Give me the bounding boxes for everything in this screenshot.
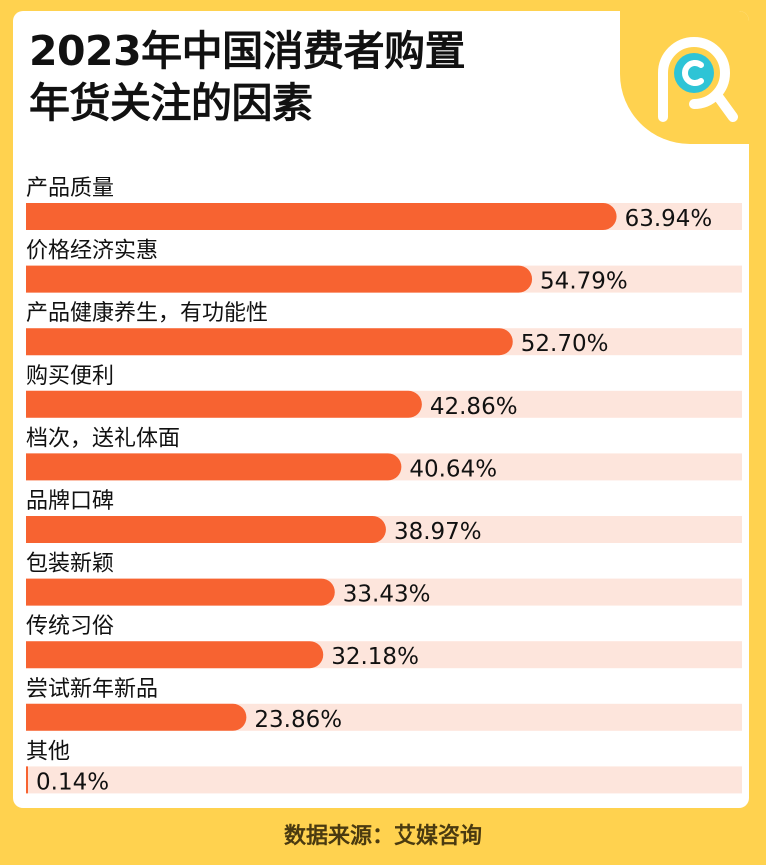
- category-label: 档次，送礼体面: [26, 426, 180, 451]
- title-line-1: 2023年中国消费者购置: [29, 27, 466, 75]
- category-label: 产品质量: [26, 176, 114, 201]
- bar: [26, 578, 335, 606]
- value-label: 32.18%: [331, 644, 419, 670]
- bar-row: 尝试新年新品 23.86%: [26, 677, 742, 733]
- bar-track: [26, 766, 742, 794]
- bar-row: 购买便利 42.86%: [26, 364, 742, 420]
- value-label: 33.43%: [343, 582, 431, 608]
- bar: [26, 641, 324, 669]
- value-label: 40.64%: [409, 456, 497, 482]
- brand-logo-icon: [658, 37, 738, 122]
- value-label: 52.70%: [521, 331, 609, 357]
- bar: [26, 453, 402, 481]
- bar-row: 产品质量 63.94%: [26, 176, 742, 232]
- value-label: 63.94%: [625, 206, 713, 232]
- value-label: 0.14%: [36, 769, 109, 795]
- bar: [26, 516, 386, 543]
- category-label: 尝试新年新品: [26, 677, 158, 702]
- value-label: 38.97%: [394, 519, 482, 545]
- category-label: 价格经济实惠: [26, 239, 158, 264]
- bar: [26, 265, 533, 293]
- bar-row: 品牌口碑 38.97%: [26, 489, 742, 545]
- bar-row: 包装新颖 33.43%: [26, 552, 742, 608]
- bar: [26, 390, 422, 418]
- value-label: 23.86%: [254, 707, 342, 733]
- category-label: 包装新颖: [26, 552, 114, 577]
- category-label: 产品健康养生，有功能性: [26, 301, 268, 326]
- bar-row: 产品健康养生，有功能性 52.70%: [26, 301, 742, 357]
- category-label: 购买便利: [26, 364, 114, 389]
- bar-chart: 产品质量 63.94% 价格经济实惠 54.79% 产品健康养生，有功能性 52.70% 购…: [26, 176, 742, 795]
- bar: [26, 766, 28, 794]
- bar-row: 价格经济实惠 54.79%: [26, 239, 742, 295]
- bar-row: 其他 0.14%: [26, 739, 742, 795]
- title-line-2: 年货关注的因素: [29, 79, 313, 127]
- page-title: 2023年中国消费者购置 年货关注的因素: [29, 25, 589, 129]
- category-label: 传统习俗: [26, 614, 114, 639]
- chart-card: 2023年中国消费者购置 年货关注的因素 产品质量 63.94% 价格经济实惠 54.…: [13, 11, 749, 808]
- bar-row: 档次，送礼体面 40.64%: [26, 426, 742, 482]
- bar: [26, 328, 513, 356]
- bar-row: 传统习俗 32.18%: [26, 614, 742, 670]
- bar: [26, 203, 617, 230]
- source-note: 数据来源：艾媒咨询: [283, 824, 482, 849]
- value-label: 54.79%: [540, 269, 628, 295]
- category-label: 其他: [26, 739, 70, 764]
- category-label: 品牌口碑: [26, 489, 114, 514]
- value-label: 42.86%: [430, 394, 518, 420]
- bar: [26, 703, 247, 731]
